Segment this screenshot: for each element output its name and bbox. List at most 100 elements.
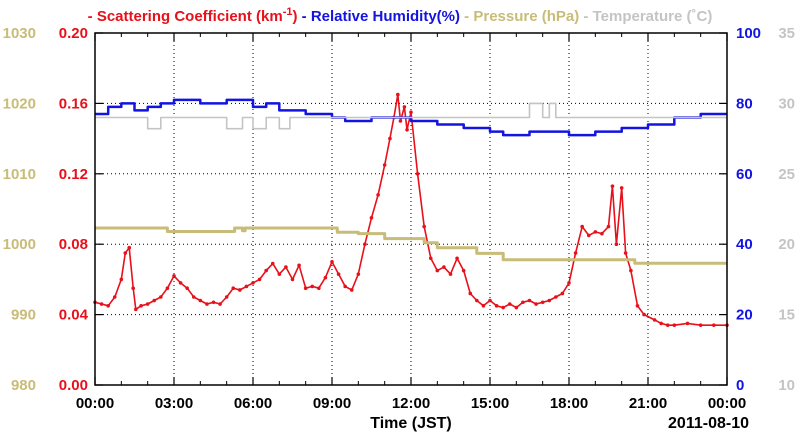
y-tick-label-scattering: 0.20 bbox=[59, 25, 88, 42]
legend-dash-temperature: - bbox=[579, 8, 592, 25]
data-point-scattering-coefficient bbox=[349, 288, 354, 292]
legend-sup-scattering: -1 bbox=[283, 6, 293, 18]
data-point-scattering-coefficient bbox=[284, 265, 288, 269]
data-point-scattering-coefficient bbox=[123, 251, 128, 255]
data-point-scattering-coefficient bbox=[257, 277, 262, 282]
data-point-scattering-coefficient bbox=[165, 286, 170, 291]
data-point-scattering-coefficient bbox=[238, 288, 242, 292]
y-tick-label-scattering: 0.00 bbox=[59, 377, 88, 394]
y-tick-label-temperature: 35 bbox=[778, 25, 795, 42]
legend-tail-scattering: ) bbox=[292, 8, 297, 25]
data-point-scattering-coefficient bbox=[534, 302, 538, 306]
data-point-scattering-coefficient bbox=[494, 304, 499, 308]
x-tick-label: 00:00 bbox=[708, 395, 746, 412]
data-point-scattering-coefficient bbox=[388, 136, 392, 141]
data-point-scattering-coefficient bbox=[488, 298, 492, 303]
legend-label-scattering: Scattering Coefficient (km bbox=[97, 8, 283, 25]
data-point-scattering-coefficient bbox=[672, 323, 677, 327]
data-point-scattering-coefficient bbox=[527, 298, 532, 303]
data-point-scattering-coefficient bbox=[134, 307, 138, 312]
data-point-scattering-coefficient bbox=[205, 302, 209, 306]
data-point-scattering-coefficient bbox=[218, 302, 222, 306]
data-point-scattering-coefficient bbox=[251, 281, 255, 285]
data-point-scattering-coefficient bbox=[198, 298, 203, 303]
data-point-scattering-coefficient bbox=[442, 265, 446, 269]
data-point-scattering-coefficient bbox=[619, 186, 624, 190]
data-point-scattering-coefficient bbox=[405, 128, 409, 132]
data-point-scattering-coefficient bbox=[685, 321, 690, 326]
y-tick-label-scattering: 0.12 bbox=[59, 166, 88, 183]
series-line-pressure bbox=[95, 226, 727, 265]
y-tick-label-temperature: 20 bbox=[778, 236, 795, 253]
data-point-scattering-coefficient bbox=[277, 272, 282, 276]
data-point-scattering-coefficient bbox=[409, 110, 413, 114]
data-point-scattering-coefficient bbox=[540, 300, 545, 305]
x-tick-label: 21:00 bbox=[629, 395, 667, 412]
axis-labels: 00:00 03:00 06:00 09:00 12:00 15:00 18:00 21:00… bbox=[3, 25, 795, 432]
y-tick-label-humidity: 40 bbox=[736, 236, 753, 253]
data-point-scattering-coefficient bbox=[152, 298, 157, 303]
data-point-scattering-coefficient bbox=[363, 242, 367, 246]
data-point-scattering-coefficient bbox=[145, 302, 150, 306]
data-point-scattering-coefficient bbox=[475, 298, 479, 303]
y-tick-label-pressure: 1000 bbox=[3, 236, 36, 253]
data-point-scattering-coefficient bbox=[501, 305, 505, 310]
data-point-scattering-coefficient bbox=[336, 272, 341, 276]
legend-text: - Scattering Coefficient (km-1) - Relati… bbox=[88, 6, 713, 25]
data-point-scattering-coefficient bbox=[297, 263, 301, 268]
data-point-scattering-coefficient bbox=[642, 312, 646, 317]
x-tick-label: 15:00 bbox=[471, 395, 509, 412]
data-point-scattering-coefficient bbox=[310, 284, 315, 289]
data-point-scattering-coefficient bbox=[521, 300, 525, 305]
data-point-scattering-coefficient bbox=[119, 277, 124, 282]
y-tick-label-temperature: 30 bbox=[778, 95, 795, 112]
data-point-scattering-coefficient bbox=[369, 216, 374, 220]
y-tick-label-pressure: 1020 bbox=[3, 95, 36, 112]
data-point-scattering-coefficient bbox=[415, 172, 420, 176]
data-point-scattering-coefficient bbox=[191, 295, 196, 299]
data-point-scattering-coefficient bbox=[244, 284, 249, 289]
data-point-scattering-coefficient bbox=[343, 284, 347, 289]
data-point-scattering-coefficient bbox=[652, 318, 657, 322]
data-point-scattering-coefficient bbox=[580, 224, 584, 229]
data-point-scattering-coefficient bbox=[323, 275, 328, 280]
x-tick-label: 12:00 bbox=[392, 395, 430, 412]
data-point-scattering-coefficient bbox=[139, 304, 143, 308]
data-point-scattering-coefficient bbox=[698, 323, 703, 327]
data-point-scattering-coefficient bbox=[396, 92, 400, 97]
y-tick-label-humidity: 0 bbox=[736, 377, 744, 394]
x-tick-label: 18:00 bbox=[550, 395, 588, 412]
data-point-scattering-coefficient bbox=[317, 286, 321, 291]
legend: - Scattering Coefficient (km-1) - Relati… bbox=[88, 6, 713, 25]
x-tick-label: 09:00 bbox=[313, 395, 351, 412]
data-point-scattering-coefficient bbox=[468, 291, 473, 296]
data-point-scattering-coefficient bbox=[428, 256, 433, 261]
data-point-scattering-coefficient bbox=[573, 251, 578, 255]
y-tick-label-pressure: 1030 bbox=[3, 25, 36, 42]
data-point-scattering-coefficient bbox=[712, 323, 716, 327]
y-tick-label-humidity: 20 bbox=[736, 307, 753, 324]
y-tick-label-humidity: 100 bbox=[736, 25, 761, 42]
legend-label-temperature: Temperature (˚C) bbox=[593, 8, 713, 25]
legend-dash-pressure: - bbox=[460, 8, 473, 25]
data-point-scattering-coefficient bbox=[159, 295, 163, 299]
data-point-scattering-coefficient bbox=[402, 105, 407, 109]
data-point-scattering-coefficient bbox=[330, 260, 334, 264]
data-point-scattering-coefficient bbox=[554, 295, 558, 299]
series-line-relative-humidity bbox=[95, 98, 727, 137]
y-tick-label-temperature: 15 bbox=[778, 307, 795, 324]
data-point-scattering-coefficient bbox=[303, 286, 308, 291]
data-point-scattering-coefficient bbox=[290, 277, 295, 282]
data-point-scattering-coefficient bbox=[172, 274, 176, 278]
data-point-scattering-coefficient bbox=[127, 245, 132, 250]
data-point-scattering-coefficient bbox=[112, 295, 117, 299]
legend-dash-scattering: - bbox=[88, 8, 97, 25]
data-point-scattering-coefficient bbox=[270, 261, 275, 266]
series-line-temperature bbox=[95, 102, 727, 130]
y-tick-label-pressure: 980 bbox=[11, 377, 36, 394]
y-tick-label-temperature: 25 bbox=[778, 166, 795, 183]
data-point-scattering-coefficient bbox=[547, 298, 552, 303]
data-point-scattering-coefficient bbox=[435, 268, 440, 273]
data-point-scattering-coefficient bbox=[659, 321, 663, 326]
y-tick-label-pressure: 1010 bbox=[3, 166, 36, 183]
